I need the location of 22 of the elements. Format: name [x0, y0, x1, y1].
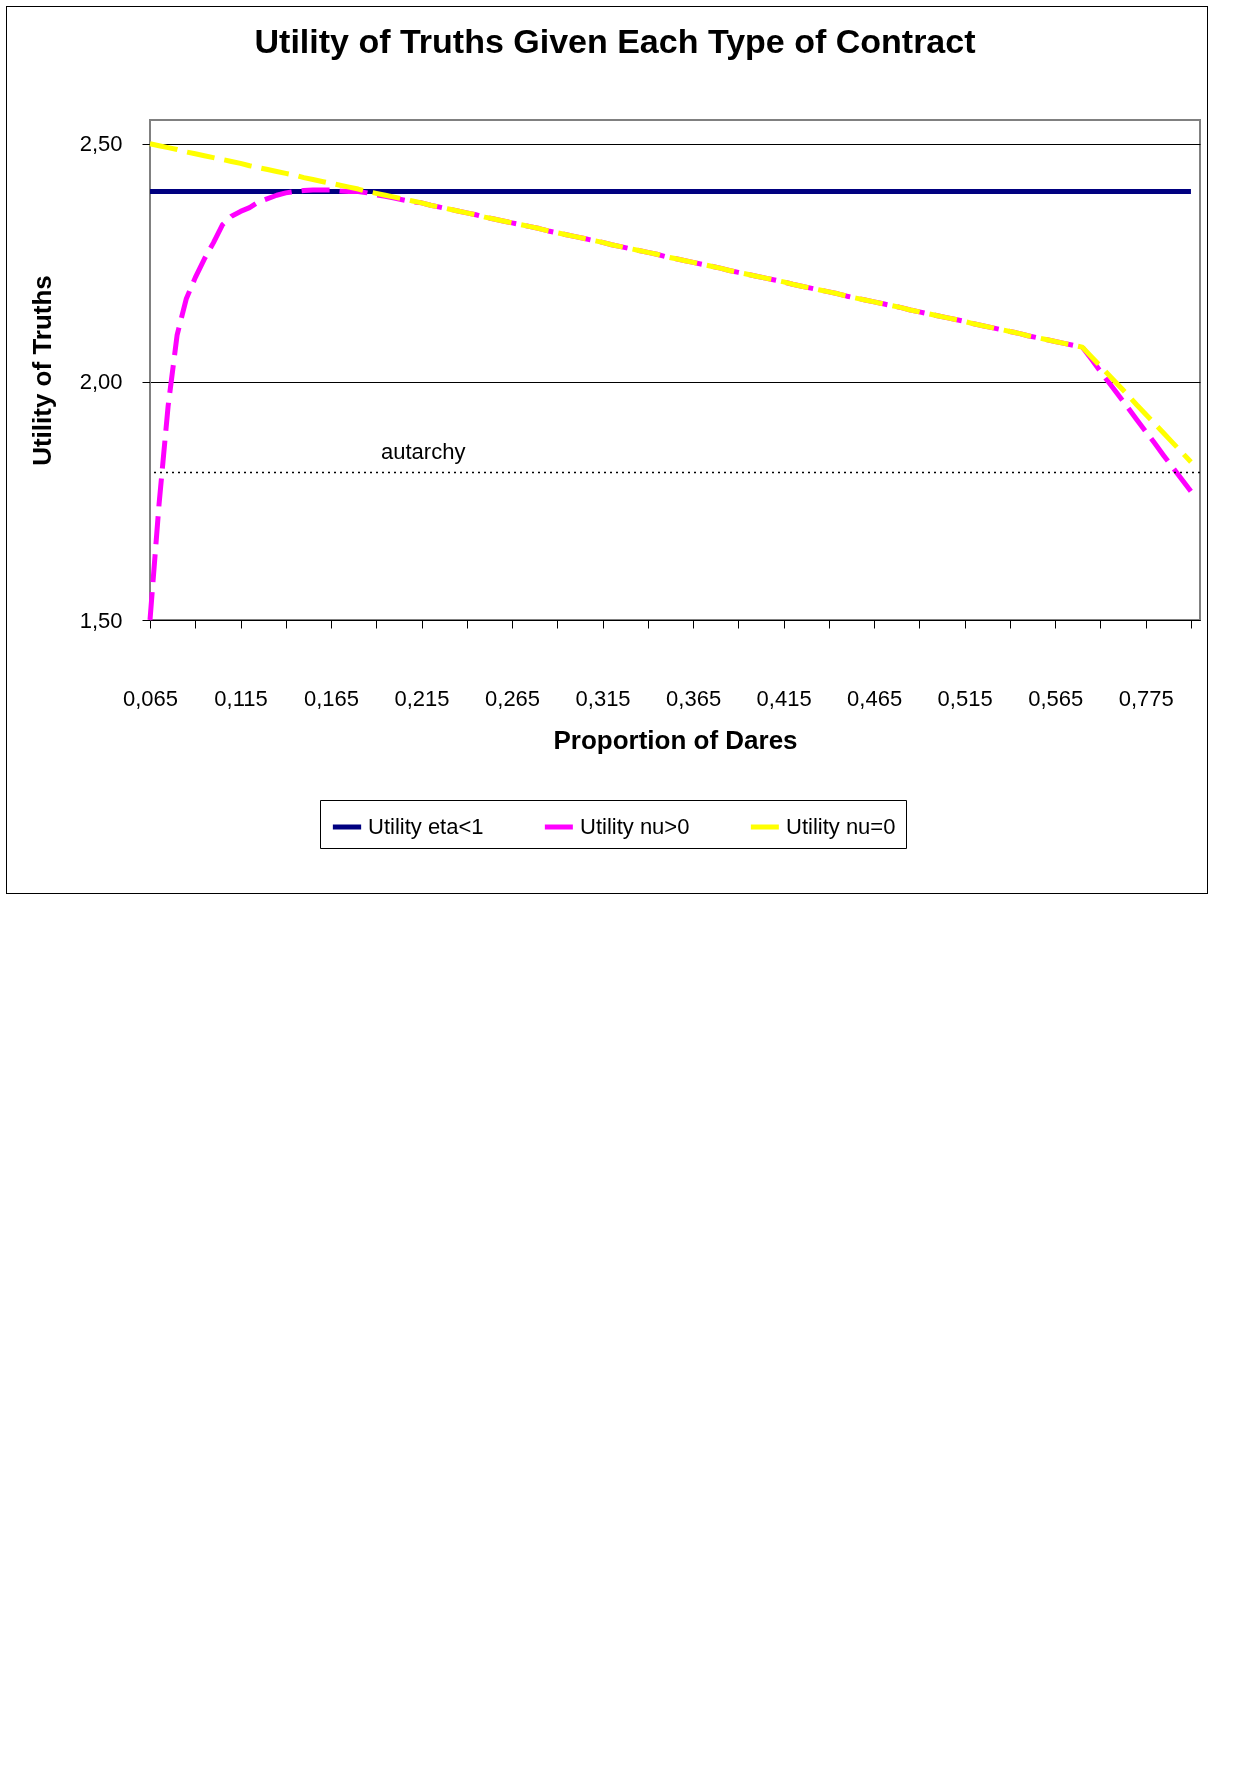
legend-label: Utility eta<1	[368, 814, 484, 839]
x-tick-label: 0,315	[575, 685, 631, 711]
x-tick-label: 0,115	[214, 685, 268, 711]
ref-line-label: autarchy	[381, 439, 466, 465]
x-tick-label: 0,515	[937, 685, 993, 711]
y-tick-label: 2,50	[79, 131, 123, 157]
x-tick-label: 0,565	[1028, 685, 1084, 711]
x-tick-label: 0,365	[666, 685, 722, 711]
x-tick-label: 0,775	[1118, 685, 1174, 711]
y-tick-label: 2,00	[79, 369, 123, 395]
legend-label: Utility nu=0	[786, 814, 896, 839]
legend-label: Utility nu>0	[580, 814, 690, 839]
chart-title: Utility of Truths Given Each Type of Contract	[254, 22, 976, 60]
x-tick-label: 0,165	[304, 685, 360, 711]
x-tick-label: 0,415	[756, 685, 812, 711]
x-tick-label: 0,465	[847, 685, 903, 711]
x-tick-label: 0,265	[485, 685, 541, 711]
x-axis-title: Proportion of Dares	[553, 724, 798, 755]
y-tick-label: 1,50	[79, 607, 123, 633]
x-tick-label: 0,215	[394, 685, 450, 711]
x-tick-label: 0,065	[122, 685, 179, 711]
y-axis-title: Utility of Truths	[26, 275, 57, 466]
